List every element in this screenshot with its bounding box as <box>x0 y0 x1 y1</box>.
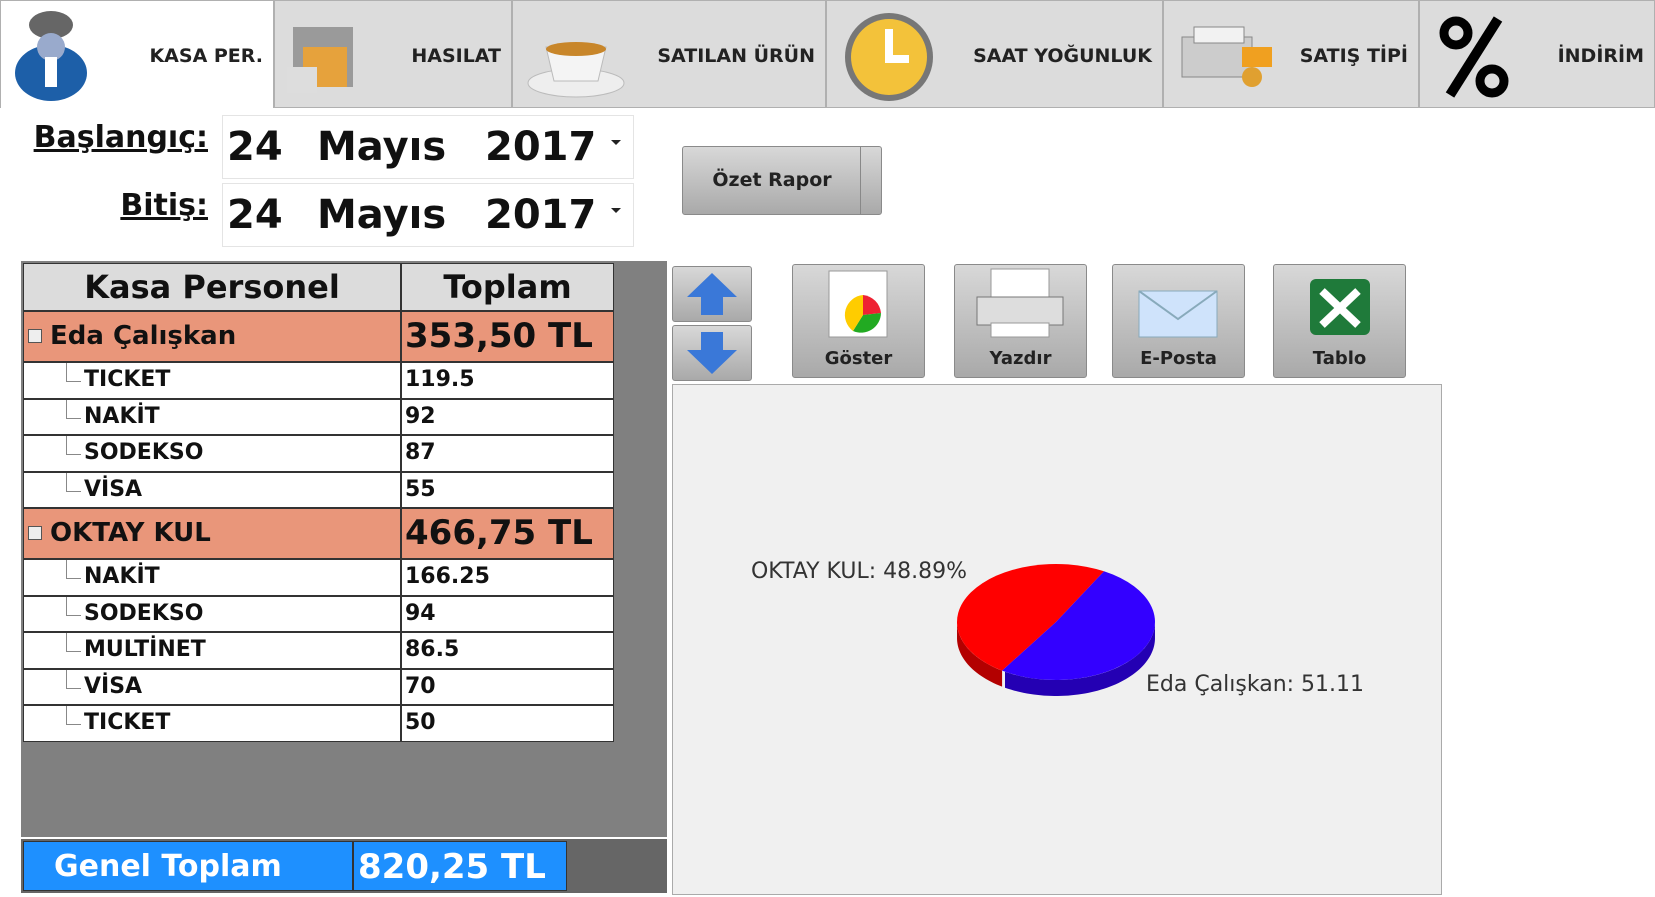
button-label: Tablo <box>1274 348 1405 369</box>
tree-line <box>66 473 81 492</box>
pie-chart: OKTAY KUL: 48.89% Eda Çalışkan: 51.11 <box>673 385 1441 894</box>
item-name: NAKİT <box>23 559 401 596</box>
up-arrow <box>673 267 751 321</box>
collapse-toggle[interactable] <box>28 329 42 343</box>
button-icon <box>955 265 1085 345</box>
grand-total-value: 820,25 TL <box>353 841 567 891</box>
tree-line <box>66 363 81 382</box>
tree-line <box>66 670 81 689</box>
grand-total-label: Genel Toplam <box>23 841 353 891</box>
button-icon <box>793 265 923 345</box>
item-name: TICKET <box>23 362 401 399</box>
tree-line <box>66 706 81 725</box>
item-value: 87 <box>401 435 614 472</box>
report-dropdown[interactable]: Özet Rapor <box>682 146 882 215</box>
tab-label: İNDİRİM <box>1558 45 1644 67</box>
footer: Genel Toplam 820,25 TL <box>21 839 667 893</box>
app-window: KASA PER. HASILAT SATILAN ÜRÜN SAAT YOĞU… <box>0 0 1655 897</box>
tab[interactable]: SATIŞ TİPİ <box>1163 0 1419 108</box>
slice-label: Eda Çalışkan: 51.11 <box>1146 672 1364 697</box>
tab-label: KASA PER. <box>149 45 263 67</box>
group-name: OKTAY KUL <box>23 508 401 559</box>
item-name: VİSA <box>23 472 401 509</box>
button-label: Göster <box>793 348 924 369</box>
item-value: 119.5 <box>401 362 614 399</box>
chart-panel: OKTAY KUL: 48.89% Eda Çalışkan: 51.11 <box>672 384 1442 895</box>
email-button[interactable]: E-Posta <box>1112 264 1245 378</box>
show-button[interactable]: Göster <box>792 264 925 378</box>
item-value: 86.5 <box>401 632 614 669</box>
collapse-toggle[interactable] <box>28 526 42 540</box>
item-value: 166.25 <box>401 559 614 596</box>
tree-line <box>66 400 81 419</box>
tree-line <box>66 436 81 455</box>
end-date-picker[interactable]: 24 Mayıs 2017 <box>222 183 634 247</box>
day: 24 <box>227 192 283 238</box>
tab-icon <box>9 7 99 103</box>
tab[interactable]: İNDİRİM <box>1419 0 1655 108</box>
group-name: Eda Çalışkan <box>23 311 401 362</box>
item-name: SODEKSO <box>23 435 401 472</box>
table-button[interactable]: Tablo <box>1273 264 1406 378</box>
tab[interactable]: KASA PER. <box>0 0 274 108</box>
dropdown-arrow[interactable] <box>609 130 625 150</box>
header-cell: Kasa Personel <box>23 263 401 311</box>
button-icon <box>1274 265 1404 345</box>
item-value: 70 <box>401 669 614 706</box>
tab-label: SATILAN ÜRÜN <box>657 45 815 67</box>
month: Mayıs <box>317 192 446 238</box>
tab-icon <box>521 7 631 103</box>
button-label: E-Posta <box>1113 348 1244 369</box>
item-name: VİSA <box>23 669 401 706</box>
item-value: 94 <box>401 596 614 633</box>
day: 24 <box>227 124 283 170</box>
tab-icon <box>1428 7 1518 103</box>
button-icon <box>1113 265 1243 345</box>
dropdown-arrow[interactable] <box>609 198 625 218</box>
item-value: 50 <box>401 705 614 742</box>
down-arrow <box>673 326 751 380</box>
tab[interactable]: SAAT YOĞUNLUK <box>826 0 1163 108</box>
item-name: NAKİT <box>23 399 401 436</box>
item-value: 55 <box>401 472 614 509</box>
tab-icon <box>1172 7 1282 103</box>
month: Mayıs <box>317 124 446 170</box>
item-name: MULTİNET <box>23 632 401 669</box>
up-button[interactable] <box>672 266 752 322</box>
tab-icon <box>283 7 373 103</box>
group-total: 466,75 TL <box>401 508 614 559</box>
group-total: 353,50 TL <box>401 311 614 362</box>
tree-line <box>66 560 81 579</box>
down-button[interactable] <box>672 325 752 381</box>
year: 2017 <box>485 124 596 170</box>
end-label: Bitiş: <box>18 188 208 223</box>
tab-label: HASILAT <box>411 45 501 67</box>
item-name: TICKET <box>23 705 401 742</box>
item-value: 92 <box>401 399 614 436</box>
item-name: SODEKSO <box>23 596 401 633</box>
dropdown-part <box>860 147 881 214</box>
report-label: Özet Rapor <box>683 169 861 191</box>
year: 2017 <box>485 192 596 238</box>
tab[interactable]: SATILAN ÜRÜN <box>512 0 826 108</box>
tab[interactable]: HASILAT <box>274 0 512 108</box>
start-label: Başlangıç: <box>18 120 208 155</box>
slice-label: OKTAY KUL: 48.89% <box>751 559 967 584</box>
start-date-picker[interactable]: 24 Mayıs 2017 <box>222 115 634 179</box>
tree-line <box>66 597 81 616</box>
tab-label: SATIŞ TİPİ <box>1300 45 1408 67</box>
tab-label: SAAT YOĞUNLUK <box>973 45 1152 67</box>
print-button[interactable]: Yazdır <box>954 264 1087 378</box>
tab-icon <box>835 7 945 103</box>
header-cell: Toplam <box>401 263 614 311</box>
button-label: Yazdır <box>955 348 1086 369</box>
tree-line <box>66 633 81 652</box>
